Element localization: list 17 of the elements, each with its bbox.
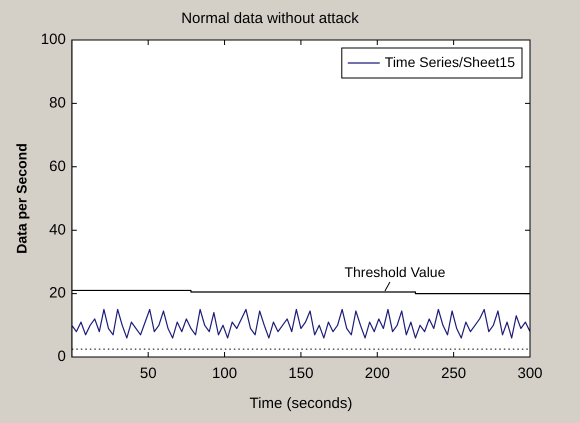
y-tick-label: 60 xyxy=(49,158,66,175)
y-tick-label: 20 xyxy=(49,284,66,302)
x-tick-label: 200 xyxy=(364,365,390,382)
x-tick-label: 100 xyxy=(212,365,238,382)
y-tick-label: 40 xyxy=(49,221,66,238)
x-tick-label: 300 xyxy=(517,365,543,382)
chart-title: Normal data without attack xyxy=(181,10,360,28)
x-tick-label: 50 xyxy=(140,365,157,382)
x-tick-label: 250 xyxy=(441,365,466,382)
x-axis-title: Time (seconds) xyxy=(250,395,352,412)
y-tick-label: 100 xyxy=(40,31,66,48)
y-tick-label: 0 xyxy=(57,348,66,366)
x-tick-label: 150 xyxy=(288,365,314,382)
legend-label: Time Series/Sheet15 xyxy=(384,54,516,70)
annotation: Threshold Value xyxy=(344,264,446,280)
y-axis-title: Data per Second xyxy=(13,143,30,254)
y-tick-label: 80 xyxy=(49,94,66,112)
